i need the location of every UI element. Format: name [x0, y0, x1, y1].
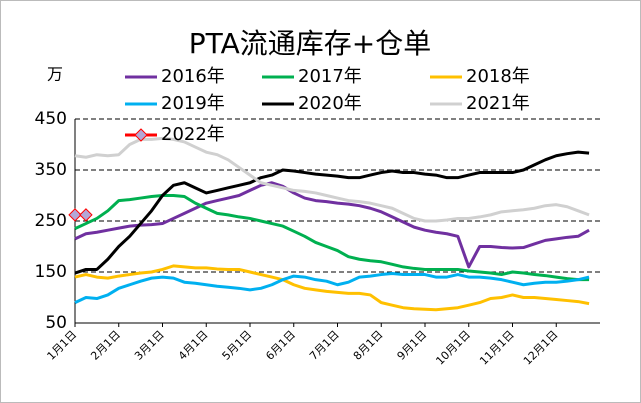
legend-label: 2021年: [466, 93, 530, 114]
y-tick-label: 250: [35, 211, 67, 231]
series-line: [74, 181, 590, 269]
legend-label: 2017年: [298, 66, 362, 87]
legend-label: 2022年: [161, 124, 225, 145]
legend-label: 2019年: [161, 93, 225, 114]
series-line: [74, 136, 590, 223]
series-line: [74, 264, 590, 312]
marker: [68, 208, 82, 222]
marker: [79, 208, 93, 222]
y-unit: 万: [47, 65, 63, 84]
y-tick-label: 450: [35, 109, 67, 129]
series-line: [74, 150, 590, 275]
legend-marker: [134, 128, 148, 142]
y-tick-label: 150: [35, 262, 67, 282]
legend-label: 2016年: [161, 66, 225, 87]
y-tick-label: 350: [35, 160, 67, 180]
legend-label: 2018年: [466, 66, 530, 87]
chart-title: PTA流通库存+仓单: [189, 27, 431, 60]
series-line: [74, 272, 590, 304]
y-tick-label: 50: [45, 313, 67, 333]
legend-label: 2020年: [298, 93, 362, 114]
